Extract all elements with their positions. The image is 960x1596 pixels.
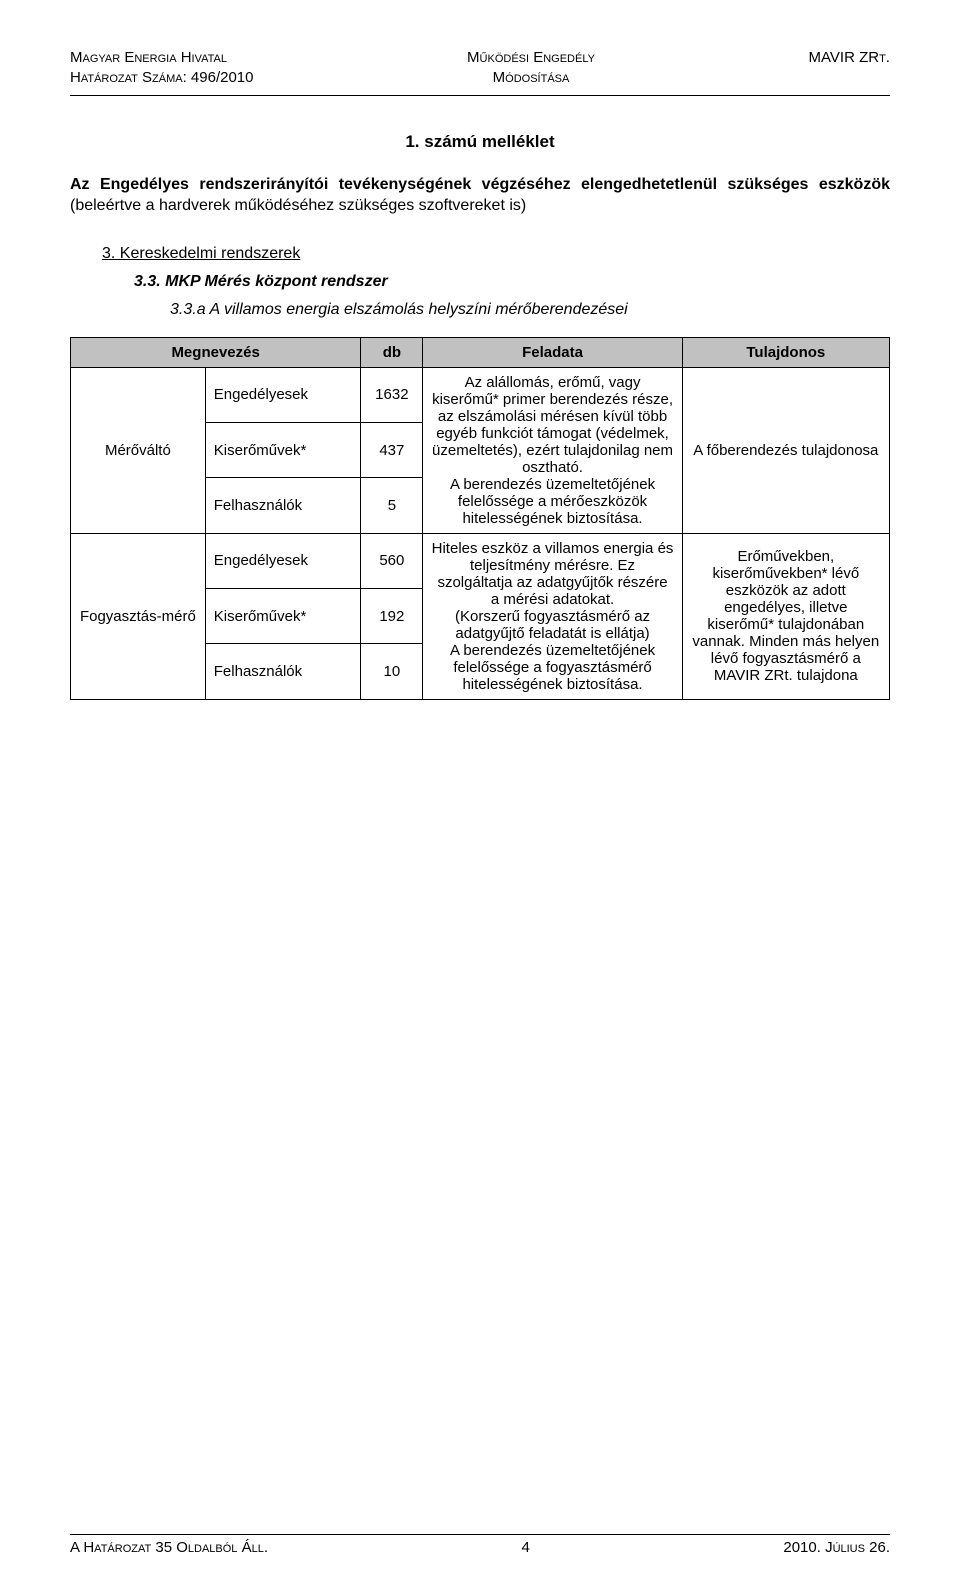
cell-db: 192 xyxy=(361,589,423,644)
header-right-line1: MAVIR ZRt. xyxy=(809,48,890,68)
feladat1-p1: Az alállomás, erőmű, vagy kiserőmű* prim… xyxy=(431,374,673,476)
header-left-line2: Határozat Száma: 496/2010 xyxy=(70,68,254,88)
cell-sub: Kiserőművek* xyxy=(205,589,361,644)
feladat1-p2: A berendezés üzemeltetőjének felelőssége… xyxy=(431,476,673,527)
page: Magyar Energia Hivatal Határozat Száma: … xyxy=(0,0,960,1596)
header-center-line1: Működési Engedély xyxy=(467,48,595,68)
heading-3-3-a: 3.3.a A villamos energia elszámolás hely… xyxy=(170,301,890,319)
intro-rest: (beleértve a hardverek működéséhez szüks… xyxy=(70,197,526,214)
cell-sub: Kiserőművek* xyxy=(205,423,361,478)
header-rule xyxy=(70,95,890,96)
th-tulajdonos: Tulajdonos xyxy=(682,337,889,367)
cell-db: 560 xyxy=(361,533,423,588)
cell-owner-1: A főberendezés tulajdonosa xyxy=(682,367,889,533)
th-db: db xyxy=(361,337,423,367)
cell-sub: Felhasználók xyxy=(205,478,361,533)
intro-paragraph: Az Engedélyes rendszerirányítói tevékeny… xyxy=(70,174,890,217)
cell-sub: Felhasználók xyxy=(205,644,361,699)
footer-rule xyxy=(70,1534,890,1535)
feladat2-p1: Hiteles eszköz a villamos energia és tel… xyxy=(431,540,673,608)
cell-db: 1632 xyxy=(361,367,423,422)
header-right: MAVIR ZRt. xyxy=(809,48,890,89)
th-feladata: Feladata xyxy=(423,337,682,367)
intro-bold: Az Engedélyes rendszerirányítói tevékeny… xyxy=(70,176,890,193)
heading-3-3: 3.3. MKP Mérés központ rendszer xyxy=(134,273,890,291)
cell-feladat-1: Az alállomás, erőmű, vagy kiserőmű* prim… xyxy=(423,367,682,533)
table-row: Mérőváltó Engedélyesek 1632 Az alállomás… xyxy=(71,367,890,422)
cell-feladat-2: Hiteles eszköz a villamos energia és tel… xyxy=(423,533,682,699)
page-footer: A Határozat 35 Oldalból Áll. 4 2010. Júl… xyxy=(70,1534,890,1556)
header-left: Magyar Energia Hivatal Határozat Száma: … xyxy=(70,48,254,89)
cell-owner-2: Erőművekben, kiserőművekben* lévő eszköz… xyxy=(682,533,889,699)
header-center-line2: Módosítása xyxy=(467,68,595,88)
section-title: 1. számú melléklet xyxy=(70,132,890,152)
cell-db: 437 xyxy=(361,423,423,478)
cell-sub: Engedélyesek xyxy=(205,367,361,422)
th-megnevezes: Megnevezés xyxy=(71,337,361,367)
feladat2-p2: (Korszerű fogyasztásmérő az adatgyűjtő f… xyxy=(431,608,673,642)
footer-left: A Határozat 35 Oldalból Áll. xyxy=(70,1539,268,1556)
footer-center: 4 xyxy=(522,1539,530,1556)
table-row: Fogyasztás-mérő Engedélyesek 560 Hiteles… xyxy=(71,533,890,588)
page-header: Magyar Energia Hivatal Határozat Száma: … xyxy=(70,48,890,89)
cell-db: 5 xyxy=(361,478,423,533)
heading-3: 3. Kereskedelmi rendszerek xyxy=(102,245,890,263)
footer-row: A Határozat 35 Oldalból Áll. 4 2010. Júl… xyxy=(70,1539,890,1556)
cell-category-1: Mérőváltó xyxy=(71,367,206,533)
header-center: Működési Engedély Módosítása xyxy=(467,48,595,89)
cell-sub: Engedélyesek xyxy=(205,533,361,588)
feladat2-p3: A berendezés üzemeltetőjének felelőssége… xyxy=(431,642,673,693)
footer-right: 2010. Július 26. xyxy=(783,1539,890,1556)
data-table: Megnevezés db Feladata Tulajdonos Mérővá… xyxy=(70,337,890,700)
table-header-row: Megnevezés db Feladata Tulajdonos xyxy=(71,337,890,367)
header-left-line1: Magyar Energia Hivatal xyxy=(70,48,254,68)
cell-category-2: Fogyasztás-mérő xyxy=(71,533,206,699)
cell-db: 10 xyxy=(361,644,423,699)
